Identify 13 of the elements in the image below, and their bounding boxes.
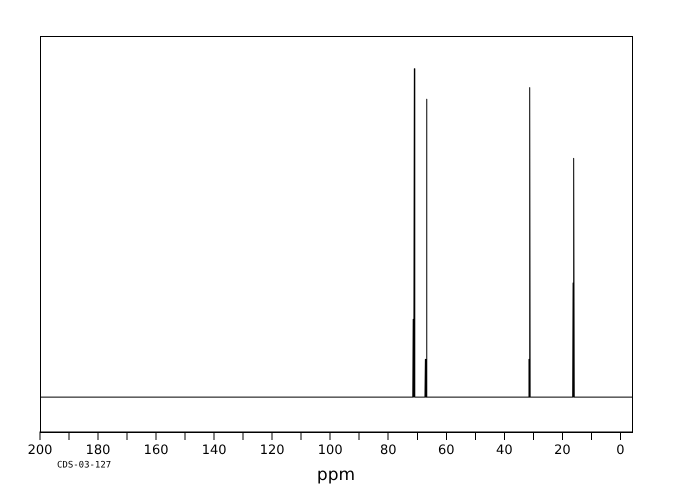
x-tick-label: 0 bbox=[616, 443, 625, 458]
x-tick-label: 120 bbox=[260, 443, 285, 458]
x-tick-label: 80 bbox=[380, 443, 397, 458]
x-tick-label: 160 bbox=[144, 443, 168, 458]
x-axis-title: ppm bbox=[316, 465, 356, 486]
x-tick-label: 140 bbox=[202, 443, 227, 458]
x-tick-label: 100 bbox=[318, 443, 343, 458]
x-tick-label: 60 bbox=[438, 443, 455, 458]
x-tick-label: 20 bbox=[554, 443, 571, 458]
x-tick-label: 200 bbox=[28, 443, 52, 458]
x-tick-label: 40 bbox=[496, 443, 513, 458]
text: CDS-03-127 bbox=[57, 460, 112, 470]
x-tick-label: 180 bbox=[86, 443, 110, 458]
